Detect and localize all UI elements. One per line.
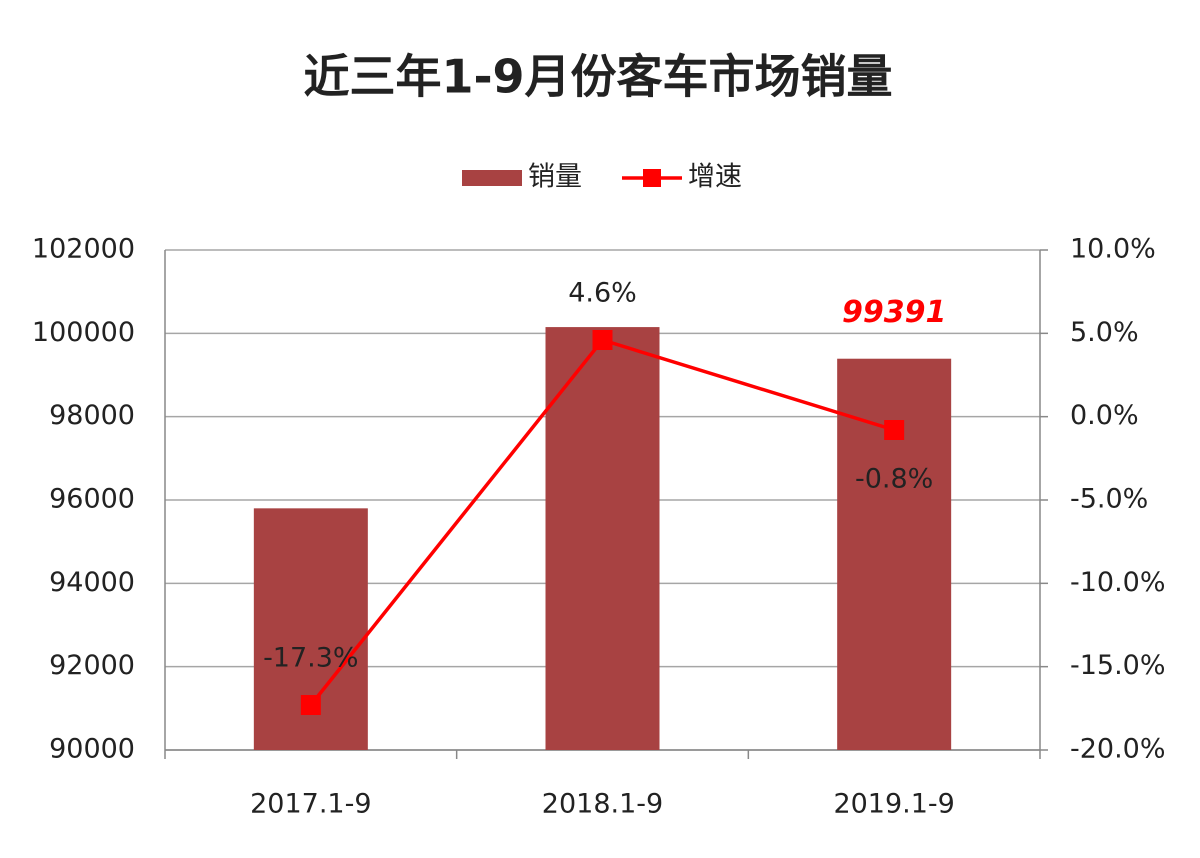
x-tick-label: 2019.1-9 (833, 789, 954, 820)
legend-marker (643, 169, 661, 187)
line-label: 4.6% (568, 278, 637, 309)
line-marker (300, 695, 321, 715)
line-label: -0.8% (855, 464, 933, 495)
y-tick-label: 94000 (49, 567, 135, 598)
line-marker (592, 330, 613, 350)
legend-label: 增速 (688, 162, 742, 193)
y2-tick-label: -20.0% (1070, 734, 1166, 765)
y2-tick-label: -15.0% (1070, 650, 1166, 681)
y-tick-label: 90000 (49, 734, 135, 765)
x-tick-label: 2018.1-9 (542, 789, 663, 820)
y2-tick-label: -10.0% (1070, 567, 1166, 598)
chart-title: 近三年1-9月份客车市场销量 (303, 50, 892, 104)
y-tick-label: 100000 (32, 317, 135, 348)
y2-tick-label: 10.0% (1070, 234, 1156, 265)
legend-label: 销量 (528, 162, 582, 193)
y-tick-label: 98000 (49, 400, 135, 431)
legend-swatch (462, 170, 522, 186)
y2-tick-label: -5.0% (1070, 484, 1148, 515)
y2-tick-label: 5.0% (1070, 317, 1139, 348)
y2-tick-label: 0.0% (1070, 400, 1139, 431)
x-tick-label: 2017.1-9 (250, 789, 371, 820)
bar-label: 99391 (842, 295, 946, 330)
y-tick-label: 92000 (49, 650, 135, 681)
y-tick-label: 96000 (49, 484, 135, 515)
y-tick-label: 102000 (32, 234, 135, 265)
bar (545, 327, 660, 750)
line-marker (884, 420, 905, 440)
line-label: -17.3% (263, 643, 359, 674)
